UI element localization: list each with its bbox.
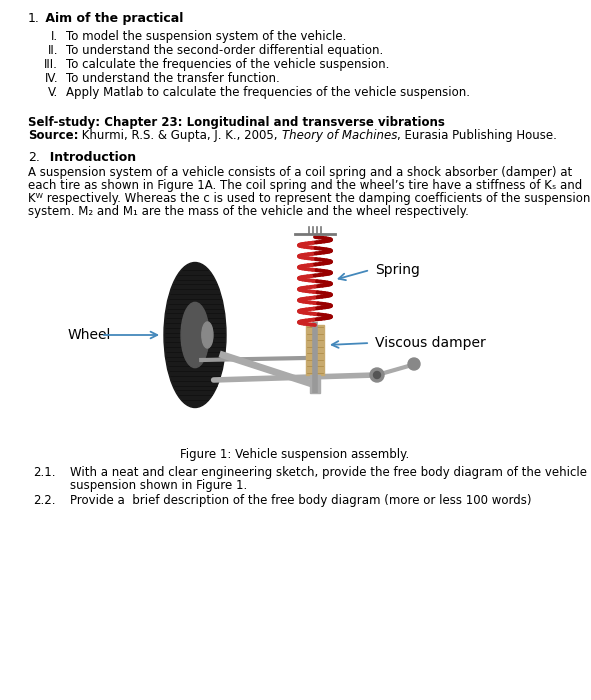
Text: Aim of the practical: Aim of the practical bbox=[41, 12, 183, 25]
Text: To understand the second-order differential equation.: To understand the second-order different… bbox=[66, 44, 383, 57]
Text: Wheel: Wheel bbox=[68, 328, 111, 342]
Text: To model the suspension system of the vehicle.: To model the suspension system of the ve… bbox=[66, 30, 346, 43]
Text: II.: II. bbox=[47, 44, 58, 57]
Ellipse shape bbox=[164, 262, 226, 407]
Text: Kᵂ respectively. Whereas the c is used to represent the damping coefficients of : Kᵂ respectively. Whereas the c is used t… bbox=[28, 192, 590, 205]
Text: Provide a  brief description of the free body diagram (more or less 100 words): Provide a brief description of the free … bbox=[70, 494, 531, 507]
Text: Spring: Spring bbox=[375, 263, 420, 277]
Text: To calculate the frequencies of the vehicle suspension.: To calculate the frequencies of the vehi… bbox=[66, 58, 389, 71]
Text: each tire as shown in Figure 1A. The coil spring and the wheel’s tire have a sti: each tire as shown in Figure 1A. The coi… bbox=[28, 179, 582, 192]
Text: 1.: 1. bbox=[28, 12, 40, 25]
Text: A suspension system of a vehicle consists of a coil spring and a shock absorber : A suspension system of a vehicle consist… bbox=[28, 166, 572, 179]
Ellipse shape bbox=[181, 302, 209, 368]
Text: Apply Matlab to calculate the frequencies of the vehicle suspension.: Apply Matlab to calculate the frequencie… bbox=[66, 86, 470, 99]
Text: Theory of Machines: Theory of Machines bbox=[282, 129, 397, 142]
Text: With a neat and clear engineering sketch, provide the free body diagram of the v: With a neat and clear engineering sketch… bbox=[70, 466, 587, 479]
Circle shape bbox=[408, 358, 420, 370]
Text: 2.1.: 2.1. bbox=[33, 466, 56, 479]
Text: To understand the transfer function.: To understand the transfer function. bbox=[66, 72, 280, 85]
Text: suspension shown in Figure 1.: suspension shown in Figure 1. bbox=[70, 479, 247, 492]
Text: III.: III. bbox=[44, 58, 58, 71]
Text: Self-study: Chapter 23: Longitudinal and transverse vibrations: Self-study: Chapter 23: Longitudinal and… bbox=[28, 116, 445, 129]
Text: , Eurasia Publishing House.: , Eurasia Publishing House. bbox=[397, 129, 557, 142]
Text: Introduction: Introduction bbox=[41, 151, 136, 164]
Text: IV.: IV. bbox=[44, 72, 58, 85]
Text: I.: I. bbox=[51, 30, 58, 43]
Text: Source:: Source: bbox=[28, 129, 79, 142]
Text: Khurmi, R.S. & Gupta, J. K., 2005,: Khurmi, R.S. & Gupta, J. K., 2005, bbox=[79, 129, 282, 142]
Circle shape bbox=[374, 372, 381, 379]
Bar bbox=[306, 325, 324, 375]
Circle shape bbox=[370, 368, 384, 382]
Ellipse shape bbox=[202, 322, 213, 348]
Text: 2.2.: 2.2. bbox=[33, 494, 56, 507]
Text: system. M₂ and M₁ are the mass of the vehicle and the wheel respectively.: system. M₂ and M₁ are the mass of the ve… bbox=[28, 205, 469, 218]
Text: Figure 1: Vehicle suspension assembly.: Figure 1: Vehicle suspension assembly. bbox=[180, 448, 410, 461]
Text: 2.: 2. bbox=[28, 151, 40, 164]
Text: V.: V. bbox=[48, 86, 58, 99]
Text: Viscous damper: Viscous damper bbox=[375, 336, 486, 350]
Bar bbox=[310, 375, 320, 393]
